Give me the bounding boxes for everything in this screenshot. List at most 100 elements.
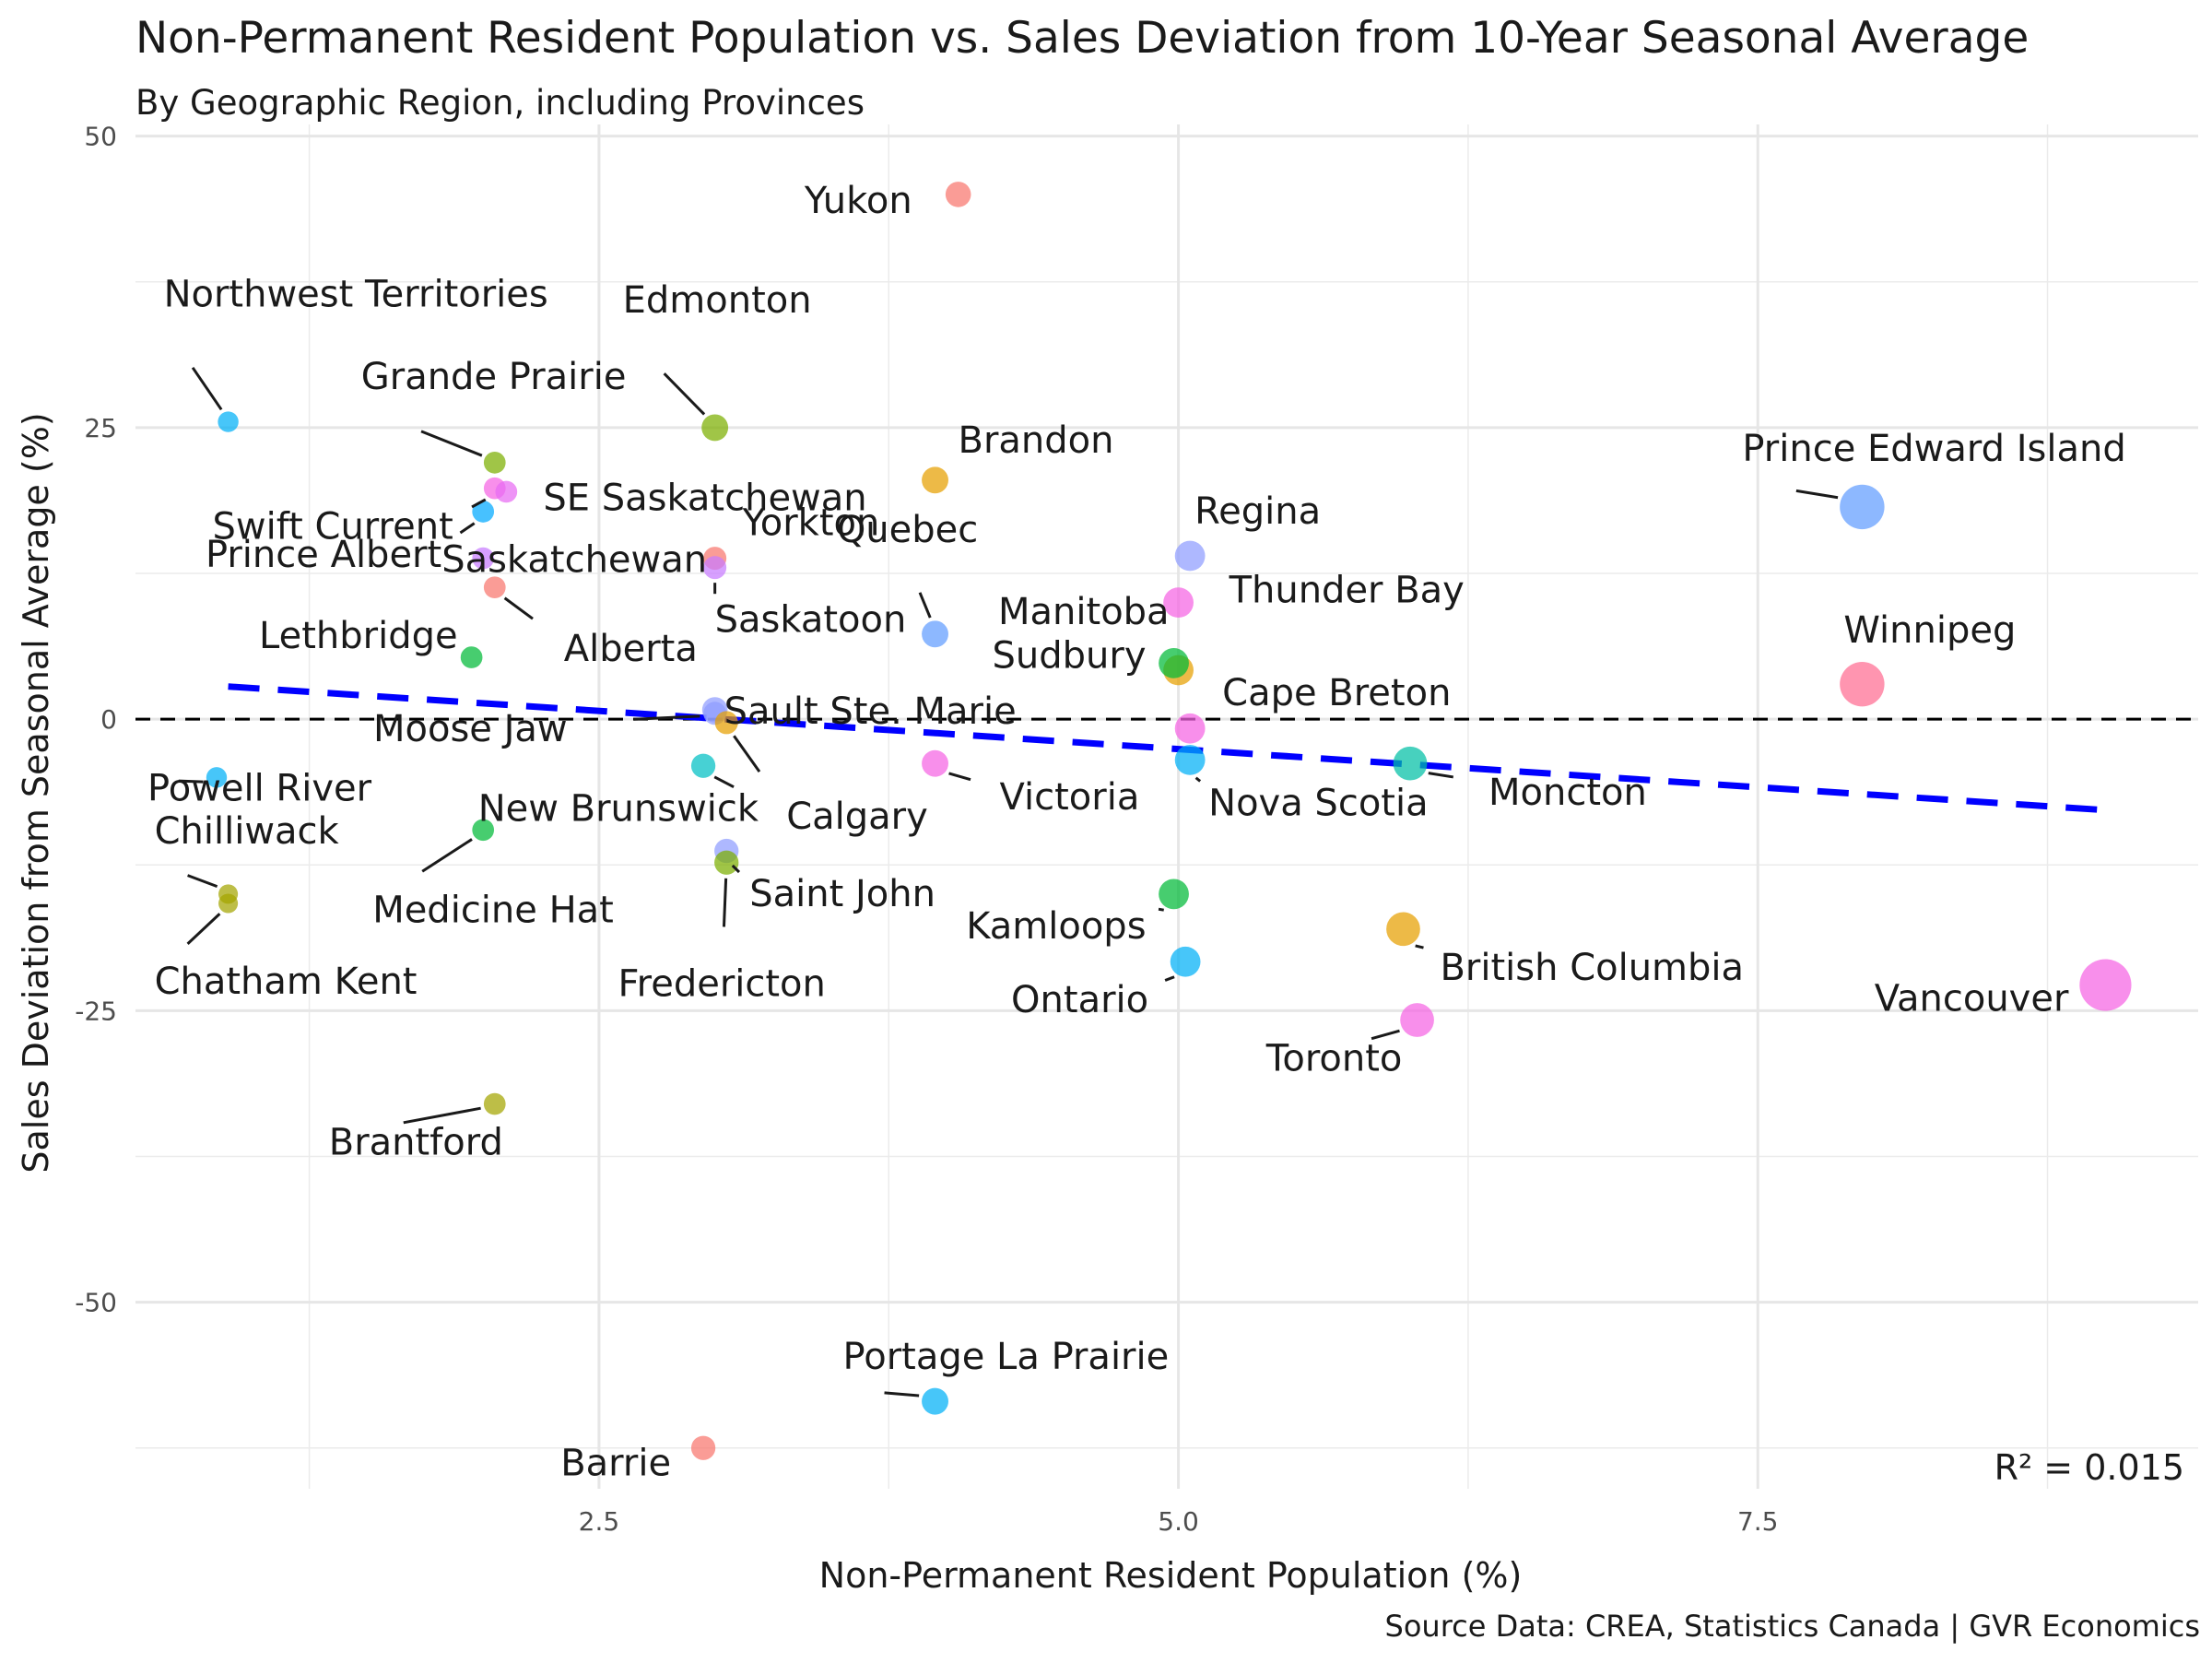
y-tick-label: -50 [75, 1288, 117, 1318]
point-label: Kamloops [966, 905, 1146, 948]
label-leader-line [420, 430, 483, 457]
axes: 2.5 5.0 7.5 -50 -25 0 25 50 [75, 122, 1778, 1537]
data-point [1163, 587, 1194, 619]
label-leader-line [731, 864, 741, 874]
point-label: Ontario [1011, 979, 1148, 1021]
data-point [922, 749, 948, 777]
point-label: Toronto [1265, 1037, 1403, 1079]
y-tick-label: 25 [84, 413, 117, 443]
point-label: British Columbia [1440, 947, 1744, 989]
point-label: Yorkton [742, 502, 880, 545]
x-axis-title: Non-Permanent Resident Population (%) [819, 1555, 1523, 1596]
data-point [1174, 540, 1206, 572]
data-point [1159, 879, 1189, 910]
source-caption: Source Data: CREA, Statistics Canada | G… [1385, 1609, 2200, 1644]
point-label: Northwest Territories [164, 274, 548, 316]
point-label: Lethbridge [259, 615, 458, 657]
label-leader-line [1194, 776, 1202, 783]
point-label: Manitoba [998, 591, 1170, 633]
point-label: Victoria [1000, 776, 1140, 819]
point-label: Saskatchewan [441, 539, 707, 582]
label-leader-line [503, 596, 534, 620]
data-point [1159, 648, 1189, 678]
point-label: Swift Current [213, 506, 453, 548]
label-leader-line [178, 779, 204, 784]
point-label: Alberta [564, 628, 698, 670]
point-label: Moose Jaw [373, 708, 568, 750]
data-point [483, 451, 506, 474]
data-point [945, 182, 971, 207]
data-point [472, 501, 495, 523]
label-leader-line [633, 714, 700, 721]
r-squared-annotation: R² = 0.015 [1994, 1447, 2184, 1488]
point-label: Portage La Prairie [843, 1336, 1170, 1378]
label-leader-line [663, 372, 706, 416]
point-label: Sault Ste. Marie [724, 690, 1017, 733]
label-leader-line [471, 498, 487, 509]
label-leader-line [1371, 1029, 1400, 1041]
label-leader-line [421, 838, 473, 873]
data-point [701, 414, 729, 442]
data-point [1840, 484, 1885, 530]
point-label: Edmonton [623, 279, 812, 322]
point-label: Prince Edward Island [1742, 428, 2125, 470]
data-point [218, 893, 239, 914]
data-point [714, 711, 738, 735]
data-point [483, 1092, 506, 1115]
chart-title: Non-Permanent Resident Population vs. Sa… [135, 13, 2029, 64]
label-leader-line [403, 1106, 481, 1125]
point-label: Prince Albert [206, 534, 441, 576]
trend-line [228, 683, 2106, 814]
point-label: Chilliwack [155, 810, 340, 853]
point-label: Yukon [804, 180, 912, 222]
point-label: Cape Breton [1222, 672, 1451, 714]
label-leader-line [1158, 907, 1164, 912]
reference-lines [135, 683, 2198, 814]
point-label: New Brunswick [478, 788, 759, 831]
data-point [922, 1387, 948, 1415]
point-label: Quebec [837, 509, 978, 551]
grid [135, 124, 2198, 1489]
label-leader-line [1415, 944, 1424, 949]
data-point [1386, 912, 1420, 947]
point-label: Saskatoon [715, 599, 907, 642]
label-leader-line [1428, 772, 1454, 779]
data-point [472, 547, 495, 570]
point-label: Regina [1194, 490, 1321, 533]
data-point [922, 466, 948, 494]
data-point [2079, 959, 2132, 1011]
data-point [714, 850, 739, 875]
data-point [1170, 946, 1201, 977]
data-point [1400, 1003, 1434, 1037]
y-tick-label: 0 [100, 704, 117, 735]
point-label: Barrie [560, 1443, 671, 1485]
data-point [922, 620, 948, 648]
label-leader-line [1795, 489, 1839, 500]
data-point [495, 480, 518, 503]
data-point [703, 556, 727, 580]
x-tick-label: 5.0 [1158, 1506, 1199, 1537]
label-leader-line [191, 366, 223, 411]
point-label: Brandon [959, 419, 1114, 462]
label-leader-line [733, 735, 761, 773]
point-label: Nova Scotia [1208, 782, 1428, 824]
point-label: Brantford [329, 1122, 503, 1164]
data-point [206, 767, 228, 788]
point-label: Winnipeg [1843, 609, 2016, 652]
point-label: Powell River [147, 767, 372, 809]
y-tick-label: 50 [84, 122, 117, 152]
label-leader-line [713, 775, 735, 789]
data-point [1174, 745, 1206, 775]
label-leader-line [186, 913, 221, 945]
y-axis-title: Sales Deviation from Seasonal Average (%… [16, 412, 56, 1173]
data-point [690, 1435, 716, 1460]
points [206, 182, 2132, 1460]
point-label: Medicine Hat [372, 889, 614, 931]
label-leader-line [187, 874, 218, 889]
x-tick-label: 7.5 [1737, 1506, 1779, 1537]
data-point [472, 819, 495, 842]
data-point [1393, 746, 1428, 781]
point-labels: Yukon Northwest Territories Edmonton Grande… [147, 180, 2126, 1485]
data-point [218, 411, 239, 432]
